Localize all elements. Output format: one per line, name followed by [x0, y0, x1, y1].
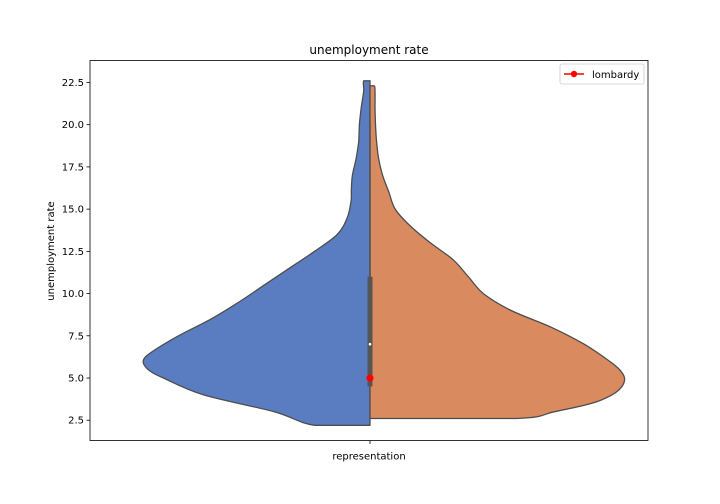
box-iqr	[367, 276, 373, 387]
violin-half-left	[142, 80, 371, 426]
y-axis: 2.5 5.0 7.5 10.0 12.5 15.0 17.5 20.0 22.5	[62, 78, 90, 427]
y-tick-label: 7.5	[68, 331, 84, 342]
y-tick-label: 5.0	[68, 374, 84, 385]
y-tick-label: 10.0	[62, 289, 84, 300]
violin-bodies	[142, 80, 626, 426]
y-tick-label: 2.5	[68, 416, 84, 427]
legend-marker-swatch	[570, 70, 578, 78]
inner-box	[367, 121, 373, 387]
chart-title: unemployment rate	[309, 43, 428, 57]
legend-frame	[559, 63, 645, 85]
y-tick-label: 17.5	[62, 162, 84, 173]
highlight-marker-lombardy	[366, 374, 374, 382]
y-tick-label: 20.0	[62, 120, 84, 131]
y-tick-label: 12.5	[62, 247, 84, 258]
box-median-point	[368, 342, 372, 346]
highlight-marker-group	[366, 374, 374, 382]
y-tick-label: 15.0	[62, 205, 84, 216]
x-axis: representation	[332, 440, 406, 463]
plot-frame	[89, 60, 649, 441]
y-tick-label: 22.5	[62, 78, 84, 89]
legend-entry-lombardy: lombardy	[592, 70, 639, 81]
legend: lombardy	[559, 63, 645, 85]
x-tick-label-representation: representation	[332, 452, 405, 463]
violin-half-right	[369, 85, 626, 420]
y-axis-label: unemployment rate	[46, 201, 57, 300]
